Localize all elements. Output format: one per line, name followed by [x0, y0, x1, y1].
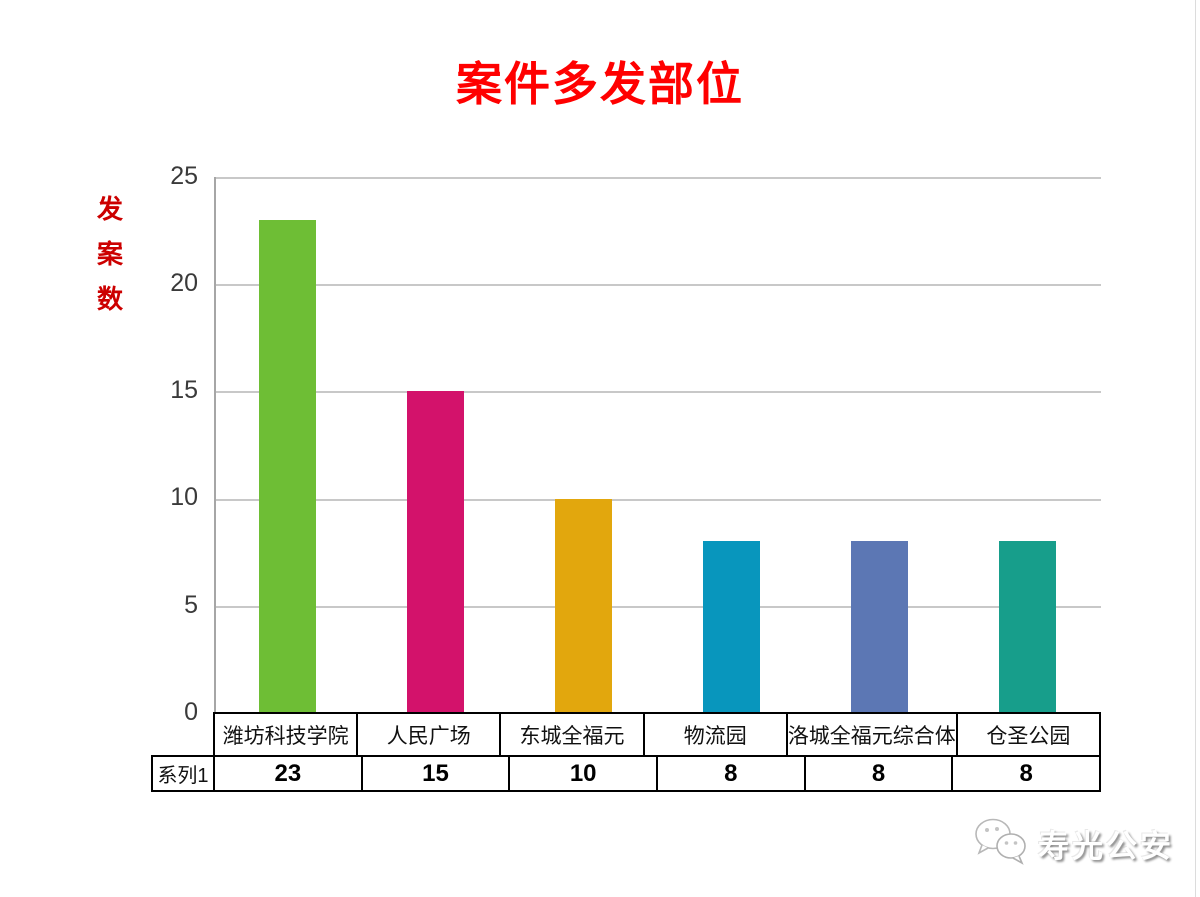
y-axis-title: 发 案 数 [94, 196, 126, 312]
gridline-20 [214, 284, 1101, 287]
bar-column-1 [362, 177, 510, 713]
bar-column-5 [953, 177, 1101, 713]
category-label: 潍坊科技学院 [215, 714, 359, 755]
gridline-10 [214, 498, 1101, 501]
y-tick-label: 15 [170, 376, 198, 404]
gridline-5 [214, 605, 1101, 608]
value-cell: 8 [806, 757, 954, 790]
category-label-row: 潍坊科技学院 人民广场 东城全福元 物流园 洛城全福元综合体 仓圣公园 [213, 712, 1101, 757]
category-label: 仓圣公园 [986, 724, 1071, 748]
y-tick-label: 20 [170, 269, 198, 297]
value-row: 系列1 23 15 10 8 8 8 [151, 755, 1101, 792]
page-edge-line [1195, 0, 1196, 897]
category-label: 洛城全福元综合体 [788, 714, 958, 755]
category-label: 人民广场 [358, 714, 502, 755]
y-axis-title-char: 发 [96, 194, 123, 224]
value-cell: 15 [363, 757, 511, 790]
bar-3 [702, 541, 760, 713]
bar-column-4 [805, 177, 953, 713]
bar-4 [850, 541, 908, 713]
bar-column-3 [657, 177, 805, 713]
bar-column-2 [510, 177, 658, 713]
value-cell: 10 [510, 757, 659, 790]
bar-column-0 [214, 177, 362, 713]
watermark-text: 寿光公安 [1038, 828, 1174, 864]
bar-1 [407, 391, 465, 713]
category-label: 东城全福元 [501, 714, 645, 755]
watermark: 寿光公安 [972, 816, 1174, 870]
chart-title: 案件多发部位 [456, 58, 744, 110]
y-axis-title-char: 案 [96, 239, 123, 269]
bar-2 [555, 498, 613, 713]
y-tick-label: 10 [170, 483, 198, 511]
y-tick-label: 5 [184, 591, 198, 619]
gridline-25 [214, 177, 1101, 179]
y-tick-label: 25 [170, 162, 198, 190]
bars [214, 177, 1101, 713]
value-cell: 8 [1019, 759, 1033, 787]
gridline-15 [214, 391, 1101, 394]
y-axis-title-char: 数 [96, 284, 123, 314]
bar-0 [259, 219, 317, 713]
value-cell: 23 [215, 757, 363, 790]
y-axis-line [214, 177, 216, 713]
series-name-label: 系列1 [153, 757, 215, 790]
bar-5 [998, 541, 1056, 713]
category-label: 物流园 [645, 714, 788, 755]
plot-area [214, 177, 1101, 713]
y-tick-label: 0 [184, 698, 198, 726]
wechat-icon [972, 817, 1030, 870]
value-cell: 8 [658, 757, 806, 790]
